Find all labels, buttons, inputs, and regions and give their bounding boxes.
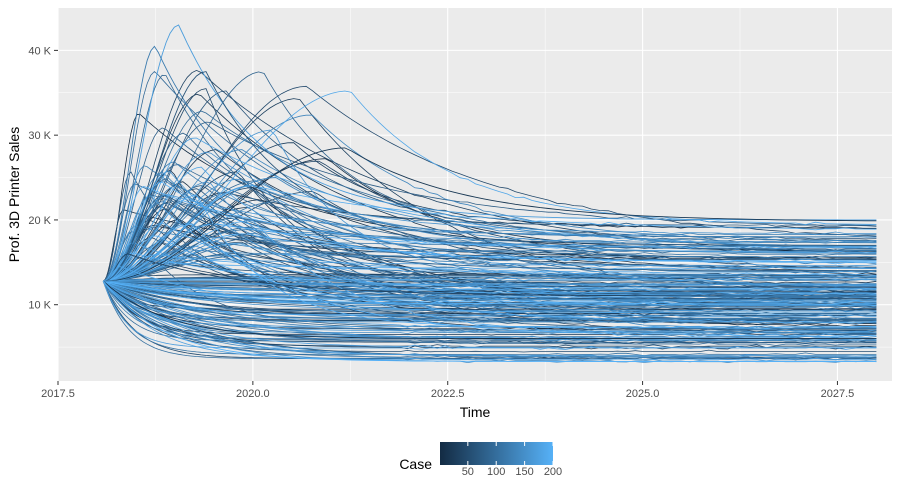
series-line bbox=[103, 171, 877, 282]
y-tick-label: 20 K bbox=[28, 215, 51, 227]
y-axis-ticks: 10 K 20 K 30 K 40 K bbox=[28, 45, 58, 312]
colorbar bbox=[440, 442, 553, 465]
series-line-case-200 bbox=[102, 280, 877, 362]
series-line bbox=[102, 280, 877, 350]
series-lines bbox=[102, 24, 877, 364]
series-line bbox=[103, 280, 877, 306]
series-line bbox=[103, 280, 877, 302]
series-line bbox=[103, 280, 877, 342]
series-line bbox=[103, 121, 877, 282]
series-line bbox=[102, 280, 877, 334]
series-line bbox=[103, 225, 877, 282]
y-tick-label: 10 K bbox=[28, 300, 51, 312]
colorbar-tick-label: 200 bbox=[544, 466, 562, 478]
colorbar-tick-label: 150 bbox=[515, 466, 533, 478]
series-line bbox=[103, 235, 877, 324]
series-line-case-120 bbox=[103, 45, 877, 282]
x-tick-label: 2027.5 bbox=[821, 388, 855, 400]
series-line bbox=[103, 186, 877, 282]
series-line bbox=[103, 127, 877, 290]
legend-title: Case bbox=[399, 456, 432, 472]
series-line bbox=[102, 280, 877, 320]
series-line bbox=[103, 280, 877, 317]
x-axis-ticks: 2017.5 2020.0 2022.5 2025.0 2027.5 bbox=[41, 381, 854, 400]
series-line bbox=[103, 277, 877, 282]
series-line-case-40 bbox=[103, 253, 877, 297]
y-tick-label: 40 K bbox=[28, 45, 51, 57]
series-line bbox=[103, 223, 877, 282]
series-line-case-170 bbox=[103, 24, 877, 282]
series-line bbox=[103, 280, 877, 298]
series-line bbox=[102, 280, 877, 343]
series-line bbox=[103, 280, 877, 304]
series-line bbox=[102, 280, 877, 335]
series-line bbox=[103, 181, 877, 282]
series-line bbox=[103, 280, 877, 319]
series-line bbox=[103, 242, 877, 282]
series-line-case-90 bbox=[103, 202, 877, 282]
series-line bbox=[103, 280, 877, 295]
colorbar-legend: Case 50 100 150 200 bbox=[399, 442, 562, 478]
series-line bbox=[102, 280, 877, 362]
series-line-case-20 bbox=[103, 147, 877, 282]
series-line bbox=[102, 280, 877, 353]
series-line bbox=[103, 224, 877, 338]
series-line bbox=[103, 194, 877, 330]
colorbar-tick-label: 50 bbox=[462, 466, 474, 478]
series-line bbox=[103, 114, 877, 282]
series-line bbox=[103, 280, 877, 329]
colorbar-tick-label: 100 bbox=[487, 466, 505, 478]
series-line bbox=[103, 231, 877, 330]
series-line bbox=[103, 280, 877, 307]
x-tick-label: 2022.5 bbox=[431, 388, 465, 400]
x-tick-label: 2017.5 bbox=[41, 388, 75, 400]
x-tick-label: 2020.0 bbox=[236, 388, 270, 400]
series-line bbox=[103, 280, 877, 310]
series-line-case-140 bbox=[103, 177, 877, 282]
y-axis-title: Prof. 3D Printer Sales bbox=[6, 127, 22, 262]
series-line-case-10 bbox=[102, 280, 877, 340]
x-axis-title: Time bbox=[460, 404, 491, 420]
series-line bbox=[103, 262, 877, 282]
y-tick-label: 30 K bbox=[28, 130, 51, 142]
x-tick-label: 2025.0 bbox=[626, 388, 660, 400]
series-line bbox=[103, 137, 877, 282]
series-line bbox=[103, 252, 877, 291]
colorbar-ticks: 50 100 150 200 bbox=[462, 442, 562, 478]
series-line bbox=[103, 280, 877, 286]
series-line bbox=[103, 85, 877, 282]
series-line bbox=[103, 129, 877, 282]
series-line bbox=[102, 280, 877, 358]
series-line bbox=[102, 280, 877, 357]
series-line bbox=[103, 242, 877, 297]
series-line bbox=[103, 253, 877, 282]
series-line-case-180 bbox=[103, 266, 877, 314]
